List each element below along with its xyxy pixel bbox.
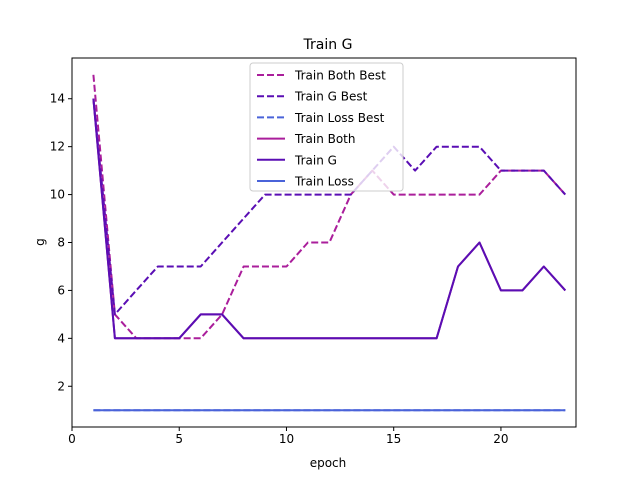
plot-lines [92,74,567,412]
legend-label-train-both-best: Train Both Best [294,69,386,83]
chart-title: Train G [303,37,353,53]
x-axis-label: epoch [310,456,347,470]
y-tick-label: 2 [57,379,65,393]
y-tick-label: 10 [50,188,65,202]
legend-label-train-g-best: Train G Best [294,90,368,104]
legend-label-train-g: Train G [294,153,337,167]
y-axis-ticks: 2 4 6 8 10 12 14 [50,92,72,393]
legend-label-train-both: Train Both [294,132,356,146]
x-tick-label: 5 [175,432,183,446]
y-tick-label: 6 [57,283,65,297]
legend: Train Both Best Train G Best Train Loss Be… [249,62,404,192]
x-tick-label: 20 [493,432,508,446]
series-line-train-g [92,98,567,340]
legend-label-train-loss: Train Loss [294,175,354,189]
y-tick-label: 14 [50,92,65,106]
y-tick-label: 12 [50,140,65,154]
x-tick-label: 0 [68,432,76,446]
x-tick-label: 10 [279,432,294,446]
x-axis-ticks: 0 5 10 15 20 [68,427,509,446]
legend-label-train-loss-best: Train Loss Best [294,111,385,125]
legend-box [249,62,404,192]
y-tick-label: 8 [57,236,65,250]
y-axis-label: g [33,238,47,246]
y-tick-label: 4 [57,331,65,345]
x-tick-label: 15 [386,432,401,446]
series-line-train-g-best [92,98,567,316]
series-line-train-both-best [92,74,567,340]
